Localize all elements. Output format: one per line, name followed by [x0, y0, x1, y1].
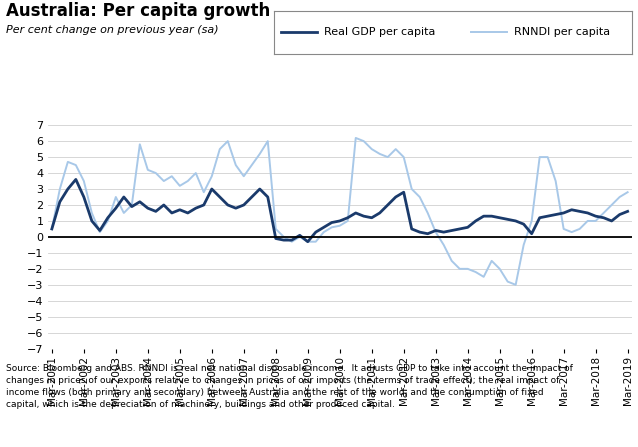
- Text: Source: Bloomberg and ABS. RNNDI is real net national disposable income.  It adj: Source: Bloomberg and ABS. RNNDI is real…: [6, 364, 574, 409]
- Text: RNNDI per capita: RNNDI per capita: [514, 27, 610, 38]
- Text: Per cent change on previous year (sa): Per cent change on previous year (sa): [6, 25, 219, 34]
- Text: Australia: Per capita growth: Australia: Per capita growth: [6, 2, 271, 20]
- Text: Real GDP per capita: Real GDP per capita: [324, 27, 436, 38]
